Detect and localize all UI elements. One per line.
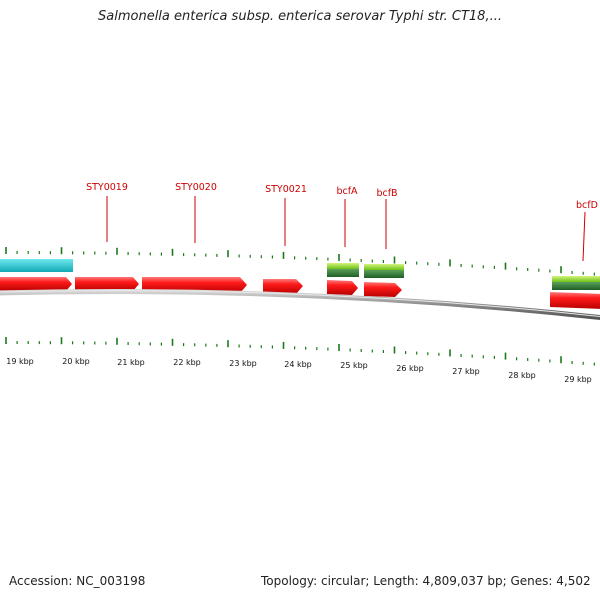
gene-label-bcfd: bcfD [576,200,598,211]
genome-title: Salmonella enterica subsp. enterica sero… [98,9,502,24]
inner-tick-row [5,337,595,366]
gene-label-bcfb: bcfB [376,188,397,199]
gene-label-group: STY0019 STY0020 STY0021 bcfA bcfB bcfD [86,182,598,262]
scale-label: 20 kbp [62,357,90,366]
teal-feature [0,259,73,272]
scale-label: 26 kbp [396,364,424,373]
cds-arrow [75,277,139,291]
dark-green-feature [327,269,359,277]
gene-label-sty0020: STY0020 [175,182,217,193]
cds-arrow [142,277,247,293]
feature-track-outer [0,259,600,290]
cds-arrow [0,277,72,291]
green-feature [552,276,600,282]
cds-arrow [263,279,303,294]
gene-label-sty0021: STY0021 [265,184,307,195]
gene-label-bcfa: bcfA [336,186,358,197]
cds-track [0,277,600,309]
scale-label: 27 kbp [452,367,480,376]
dark-green-feature [364,270,404,278]
scale-label: 23 kbp [229,359,257,368]
green-feature [327,263,359,269]
scale-label-row: 19 kbp 20 kbp 21 kbp 22 kbp 23 kbp 24 kb… [6,357,592,384]
cds-arrow [364,282,402,297]
scale-label: 24 kbp [284,360,312,369]
dark-green-feature [552,282,600,290]
genome-summary-label: Topology: circular; Length: 4,809,037 bp… [261,574,591,588]
scale-label: 29 kbp [564,375,592,384]
cds-arrow [327,280,358,295]
green-feature [364,264,404,270]
scale-label: 25 kbp [340,361,368,370]
outer-tick-row [5,247,595,276]
leader-line [582,211,586,262]
gene-label-sty0019: STY0019 [86,182,128,193]
scale-label: 22 kbp [173,358,201,367]
scale-label: 28 kbp [508,371,536,380]
scale-label: 19 kbp [6,357,34,366]
accession-label: Accession: NC_003198 [9,574,146,588]
genome-backbone [0,288,600,320]
cds-arrow [550,292,600,309]
scale-label: 21 kbp [117,358,145,367]
